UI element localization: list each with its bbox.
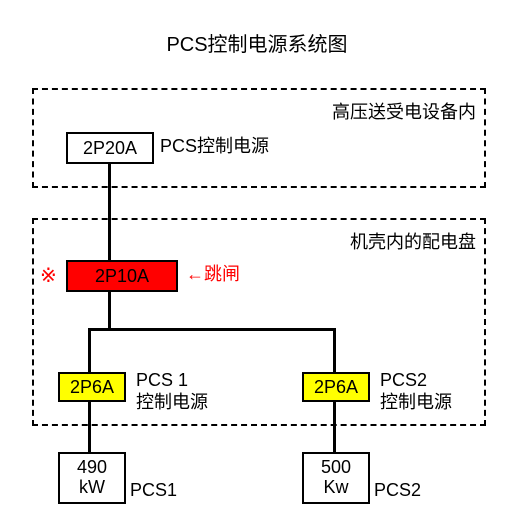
breaker-2p10a-text: 2P10A xyxy=(95,266,149,287)
output-pcs2-label: PCS2 xyxy=(374,480,421,502)
wire-v2 xyxy=(108,292,111,330)
breaker-2p10a: 2P10A xyxy=(66,260,178,292)
breaker-2p20a: 2P20A xyxy=(66,132,154,164)
breaker-2p6a-left-label: PCS 1 控制电源 xyxy=(136,370,208,413)
wire-v1 xyxy=(108,164,111,260)
output-pcs2-val: 500 xyxy=(321,458,351,478)
wire-h1 xyxy=(88,328,336,331)
output-pcs1-val: 490 xyxy=(77,458,107,478)
wire-v4b xyxy=(333,402,336,452)
breaker-2p6a-right: 2P6A xyxy=(302,372,370,402)
breaker-2p20a-label: PCS控制电源 xyxy=(160,136,269,158)
output-pcs2-unit: Kw xyxy=(323,478,348,498)
wire-v3b xyxy=(333,328,336,372)
breaker-2p6a-left: 2P6A xyxy=(58,372,126,402)
output-pcs1-unit: kW xyxy=(79,478,105,498)
trip-annotation: ←跳闸 xyxy=(186,264,240,286)
breaker-2p6a-right-text: 2P6A xyxy=(314,377,358,398)
breaker-2p6a-left-text: 2P6A xyxy=(70,377,114,398)
output-pcs2-box: 500 Kw xyxy=(302,452,370,504)
region-bottom-label: 机壳内的配电盘 xyxy=(350,228,476,254)
output-pcs1-box: 490 kW xyxy=(58,452,126,504)
wire-v3a xyxy=(88,328,91,372)
breaker-2p20a-text: 2P20A xyxy=(83,138,137,159)
output-pcs1-label: PCS1 xyxy=(130,480,177,502)
region-top-label: 高压送受电设备内 xyxy=(332,98,476,124)
trip-mark: ※ xyxy=(40,264,57,288)
diagram-title: PCS控制电源系统图 xyxy=(0,28,514,57)
wire-v4a xyxy=(88,402,91,452)
breaker-2p6a-right-label: PCS2 控制电源 xyxy=(380,370,452,413)
